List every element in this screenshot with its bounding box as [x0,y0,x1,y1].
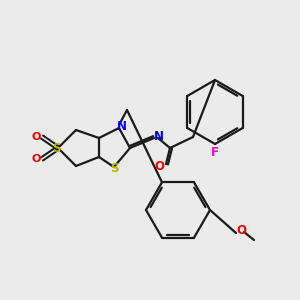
Text: N: N [117,119,127,133]
Text: O: O [236,224,246,238]
Text: S: S [110,163,118,176]
Text: O: O [154,160,164,172]
Text: O: O [31,132,41,142]
Text: N: N [154,130,164,143]
Text: S: S [52,142,60,154]
Text: O: O [31,154,41,164]
Text: F: F [211,146,219,160]
